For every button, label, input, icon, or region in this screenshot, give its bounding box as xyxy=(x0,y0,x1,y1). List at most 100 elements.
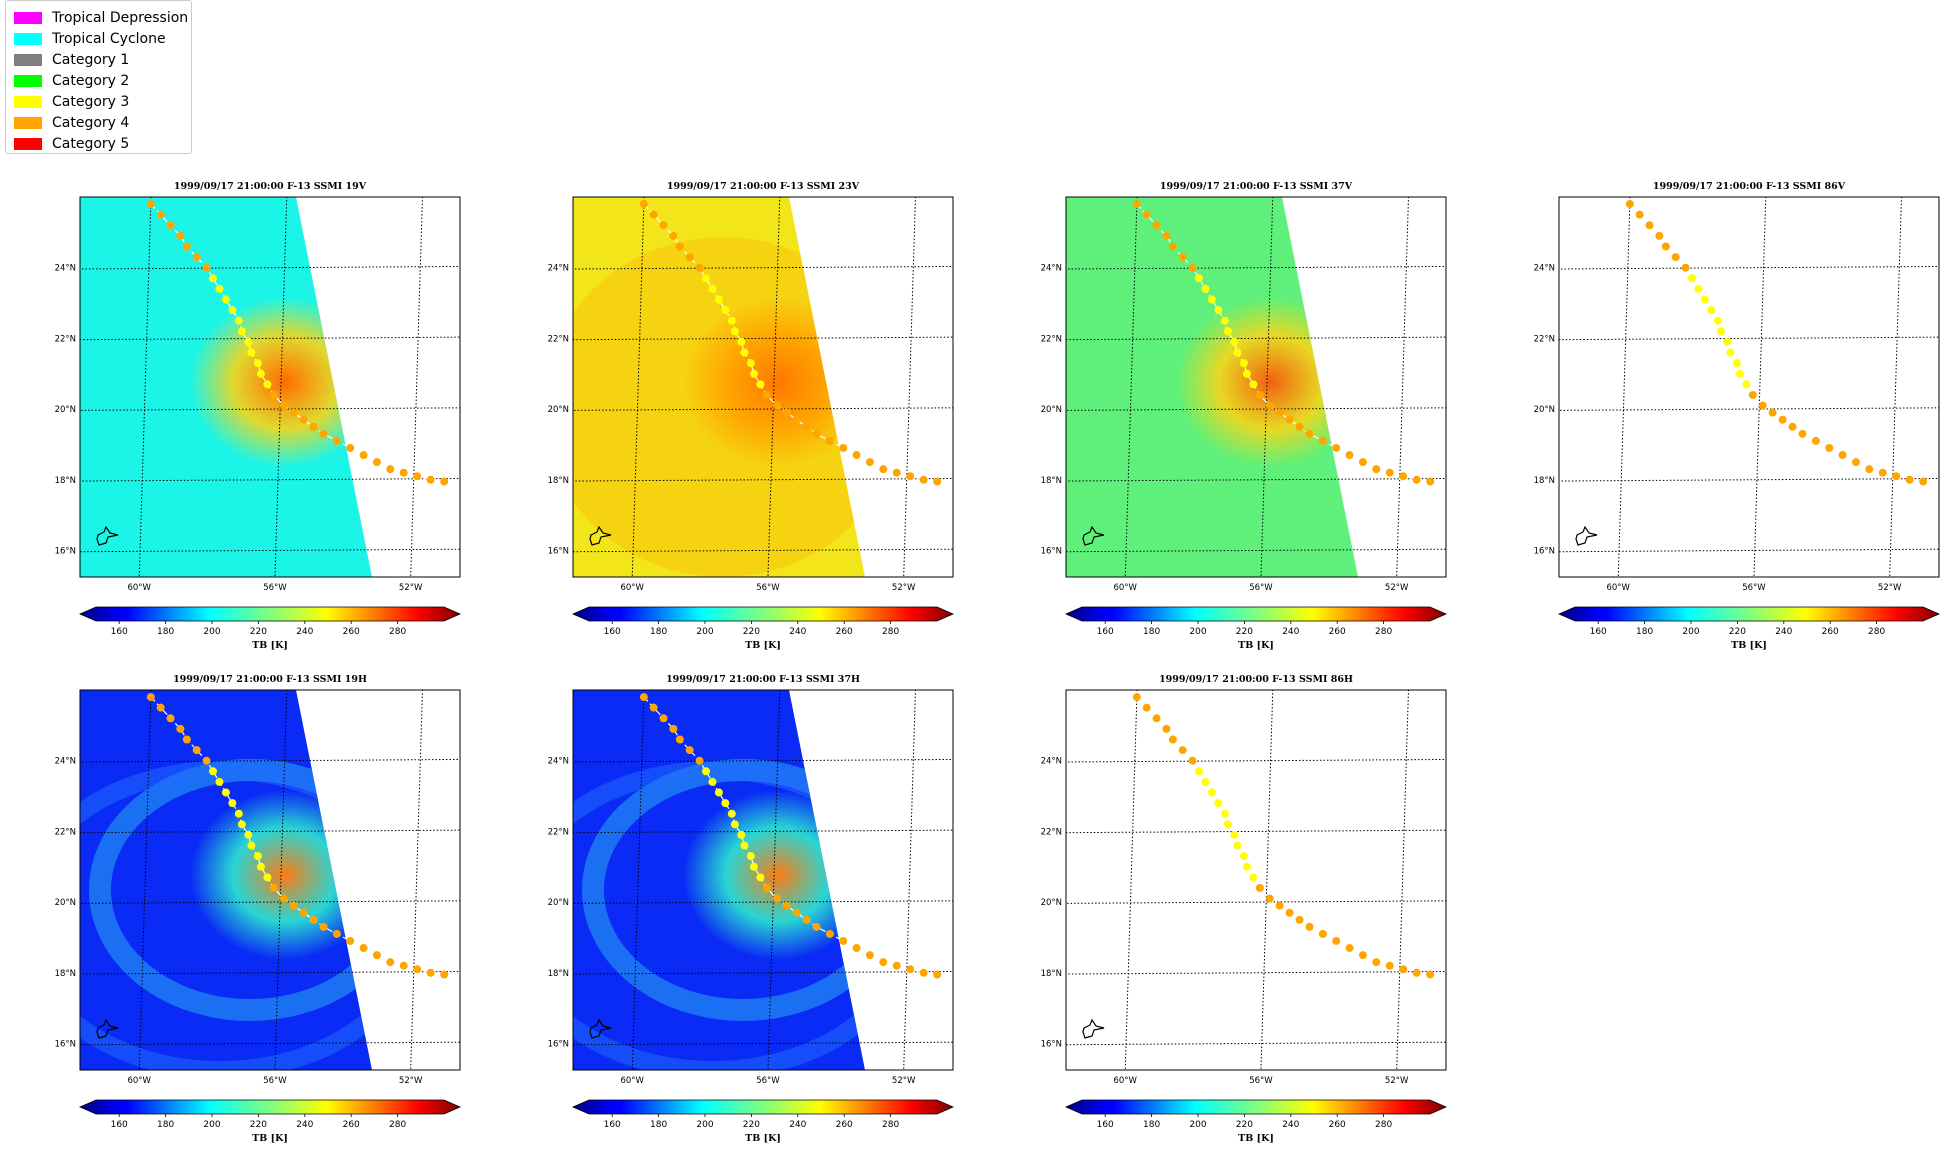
lat-tick-label: 20°N xyxy=(548,405,569,415)
track-point xyxy=(1152,221,1161,230)
legend-item: Category 1 xyxy=(14,50,129,70)
track-point xyxy=(825,929,834,938)
track-point xyxy=(386,465,395,474)
track-point xyxy=(1223,327,1232,336)
track-point xyxy=(247,841,256,850)
track-point xyxy=(1239,359,1248,368)
island-outline xyxy=(96,1018,119,1039)
track-point xyxy=(839,936,848,945)
lon-tick-label: 52°W xyxy=(399,583,423,593)
longitude-gridline xyxy=(767,690,781,1070)
track-point xyxy=(1318,436,1327,445)
map-panel-37V: 1999/09/17 21:00:00 F-13 SSMI 37V 24°N 22°… xyxy=(1041,181,1447,651)
track-point xyxy=(192,746,201,755)
longitude-gridline xyxy=(1124,197,1138,577)
legend-label: Category 5 xyxy=(52,136,130,152)
track-point xyxy=(639,693,648,702)
colorbar: 160 180 200 220 240 260 280 TB [K] xyxy=(79,1099,461,1144)
track-point xyxy=(892,961,901,970)
track-point xyxy=(299,908,308,917)
colorbar-tick-label: 240 xyxy=(789,1120,806,1130)
track-point xyxy=(1865,465,1874,474)
lat-tick-label: 18°N xyxy=(1041,476,1062,486)
track-point xyxy=(1726,348,1735,357)
longitude-gridline xyxy=(767,197,781,577)
track-point xyxy=(1265,401,1274,410)
island-outline xyxy=(1082,525,1105,546)
colorbar-label: TB [K] xyxy=(745,1133,781,1144)
track-point xyxy=(1671,253,1680,262)
longitude-gridline xyxy=(274,690,288,1070)
colorbar-tick-label: 200 xyxy=(203,1120,220,1130)
latitude-gridline xyxy=(573,900,953,904)
lat-tick-label: 22°N xyxy=(548,827,569,837)
lon-tick-label: 60°W xyxy=(1113,1076,1137,1086)
track-point xyxy=(1798,429,1807,438)
colorbar-tick-label: 280 xyxy=(389,627,406,637)
legend-item: Tropical Depression xyxy=(14,8,188,28)
latitude-gridline xyxy=(1066,829,1446,834)
lat-tick-label: 20°N xyxy=(55,898,76,908)
colorbar-tick-label: 180 xyxy=(650,627,667,637)
track-point xyxy=(1220,316,1229,325)
track-point xyxy=(440,477,449,486)
legend-label: Tropical Depression xyxy=(52,10,189,26)
island-outline xyxy=(589,525,612,546)
track-point xyxy=(1358,951,1367,960)
track-point xyxy=(1687,274,1696,283)
panel-title: 1999/09/17 21:00:00 F-13 SSMI 37H xyxy=(666,674,860,685)
latitude-gridline xyxy=(1066,265,1446,270)
track-point xyxy=(1305,429,1314,438)
track-point xyxy=(202,756,211,765)
track-point xyxy=(659,714,668,723)
latitude-gridline xyxy=(1066,1041,1446,1046)
colorbar-tick-label: 160 xyxy=(1097,627,1114,637)
track-point xyxy=(772,401,781,410)
rainband xyxy=(573,761,865,1070)
rainband xyxy=(80,761,372,1070)
track-point xyxy=(1201,284,1210,293)
map-frame xyxy=(572,196,954,578)
lat-tick-label: 20°N xyxy=(1534,405,1555,415)
legend-swatch xyxy=(14,33,42,45)
track-point xyxy=(289,901,298,910)
track-point xyxy=(263,873,272,882)
lon-tick-label: 60°W xyxy=(1606,583,1630,593)
latitude-gridline xyxy=(1066,548,1446,553)
track-point xyxy=(746,359,755,368)
track-point xyxy=(256,862,265,871)
latitude-gridline xyxy=(80,336,460,341)
track-point xyxy=(762,883,771,892)
colorbar: 160 180 200 220 240 260 280 TB [K] xyxy=(1065,606,1447,651)
lon-tick-label: 60°W xyxy=(620,1076,644,1086)
track-point xyxy=(332,436,341,445)
longitude-gridline xyxy=(903,690,916,1070)
colorbar-tick-label: 160 xyxy=(111,1120,128,1130)
colorbar-tick-label: 280 xyxy=(882,1120,899,1130)
legend-item: Category 5 xyxy=(14,134,129,154)
map-panel-37H: 1999/09/17 21:00:00 F-13 SSMI 37H 24°N 22°… xyxy=(548,674,954,1144)
lon-tick-label: 56°W xyxy=(1742,583,1766,593)
lat-tick-label: 16°N xyxy=(548,1039,569,1049)
track-point xyxy=(1399,472,1408,481)
lat-tick-label: 22°N xyxy=(548,334,569,344)
track-point xyxy=(386,958,395,967)
track-point xyxy=(782,901,791,910)
track-point xyxy=(695,756,704,765)
longitude-gridline xyxy=(1124,690,1138,1070)
colorbar-tick-label: 280 xyxy=(882,627,899,637)
track-point xyxy=(1178,746,1187,755)
legend-label: Tropical Cyclone xyxy=(52,31,166,47)
legend-label: Category 4 xyxy=(52,115,130,131)
lat-tick-label: 24°N xyxy=(548,757,569,767)
storm-track-line xyxy=(643,203,938,483)
track-point xyxy=(215,777,224,786)
colorbar-tick-label: 180 xyxy=(157,627,174,637)
colorbar-tick-label: 160 xyxy=(111,627,128,637)
map-frame xyxy=(572,689,954,1071)
track-point xyxy=(399,468,408,477)
colorbar-label: TB [K] xyxy=(1238,640,1274,651)
lat-tick-label: 24°N xyxy=(548,264,569,274)
track-point xyxy=(1399,965,1408,974)
track-point xyxy=(256,369,265,378)
